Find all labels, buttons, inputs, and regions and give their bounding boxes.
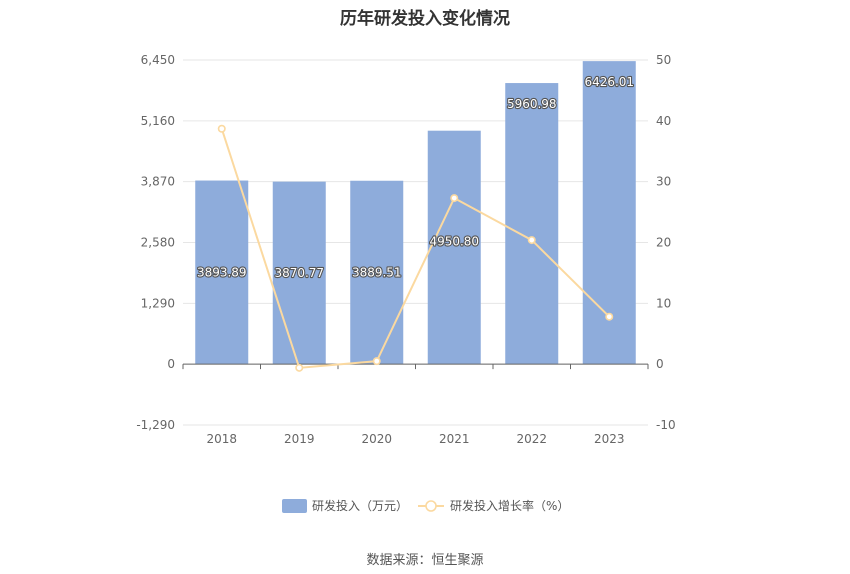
data-source-note: 数据来源：恒生聚源 xyxy=(366,553,484,568)
bar-data-label: 3889.51 xyxy=(352,265,402,279)
y-left-tick-label: 2,580 xyxy=(141,236,175,250)
bar-data-label: 6426.01 xyxy=(584,75,634,89)
bar xyxy=(195,180,249,365)
x-tick-label: 2019 xyxy=(284,432,315,446)
growth-rate-point xyxy=(605,312,614,321)
x-tick-label: 2018 xyxy=(206,432,237,446)
y-left-tick-label: -1,290 xyxy=(136,418,175,432)
y-right-tick-label: 50 xyxy=(656,53,671,67)
x-tick-label: 2022 xyxy=(516,432,547,446)
legend-bar-swatch xyxy=(282,499,307,513)
bar-data-label: 5960.98 xyxy=(507,97,557,111)
line-series xyxy=(217,124,614,372)
bar-data-label: 3870.77 xyxy=(274,266,324,280)
growth-rate-line xyxy=(220,128,610,369)
bar-series xyxy=(195,61,636,365)
bar xyxy=(505,83,559,365)
legend-bar-label: 研发投入（万元） xyxy=(312,498,408,513)
bar xyxy=(350,180,404,365)
y-right-tick-label: -10 xyxy=(656,418,676,432)
chart-title: 历年研发投入变化情况 xyxy=(340,9,510,29)
chart-area: -1,290 0 1,290 2,580 3,870 5,160 6,450 -10 0 10 20… xyxy=(136,53,676,513)
y-left-tick-label: 5,160 xyxy=(141,114,175,128)
data-labels: 3893.89 3870.77 3889.51 4950.80 5960.98 6426.… xyxy=(196,74,635,281)
bar xyxy=(272,181,326,365)
y-right-tick-label: 40 xyxy=(656,114,671,128)
growth-rate-point xyxy=(450,194,459,203)
growth-rate-point xyxy=(217,124,226,133)
bar-data-label: 3893.89 xyxy=(197,265,247,279)
grid-lines xyxy=(183,59,648,426)
growth-rate-point xyxy=(295,363,304,372)
x-tick-label: 2020 xyxy=(361,432,392,446)
growth-rate-point xyxy=(372,357,381,366)
y-left-tick-label: 6,450 xyxy=(141,53,175,67)
legend-line-marker xyxy=(425,500,437,512)
y-left-tick-label: 0 xyxy=(167,357,175,371)
y-right-tick-label: 10 xyxy=(656,296,671,310)
y-left-tick-label: 3,870 xyxy=(141,175,175,189)
y-right-tick-label: 20 xyxy=(656,236,671,250)
y-right-tick-label: 0 xyxy=(656,357,664,371)
x-tick-label: 2023 xyxy=(594,432,625,446)
bar xyxy=(427,130,481,365)
bar-data-label: 4950.80 xyxy=(429,235,479,249)
growth-rate-point xyxy=(527,236,536,245)
y-left-tick-label: 1,290 xyxy=(141,296,175,310)
legend: 研发投入（万元） 研发投入增长率（%） xyxy=(282,498,569,513)
y-right-tick-label: 30 xyxy=(656,175,671,189)
legend-line-label: 研发投入增长率（%） xyxy=(450,498,569,513)
axes: -1,290 0 1,290 2,580 3,870 5,160 6,450 -10 0 10 20… xyxy=(136,53,675,446)
x-tick-label: 2021 xyxy=(439,432,470,446)
